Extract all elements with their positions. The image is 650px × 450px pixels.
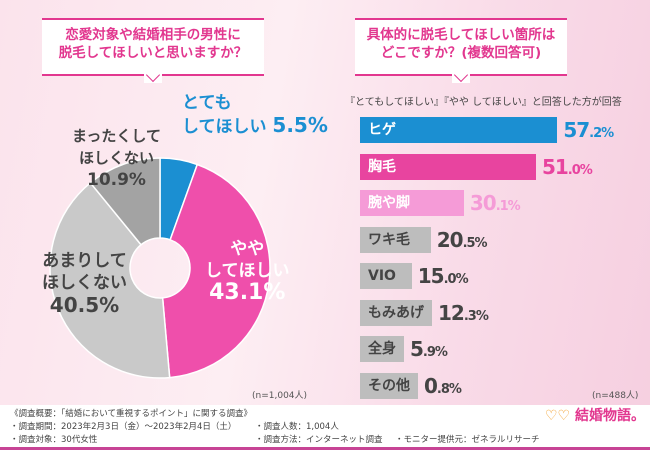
bar-value-label: 57.2% [563,118,614,142]
bar-3: ワキ毛 [360,226,431,253]
sample-size-left: (n=1,004人) [252,391,308,401]
donut-slice-somewhat [161,163,271,379]
slice-label-very: とても してほしい 5.5% [182,93,328,137]
bar-value-label: 51.0% [541,154,593,179]
brand-logo: ♡♡ 結婚物語。 [545,408,645,424]
survey-target: ・調査対象：30代女性 [10,435,98,445]
bar-6: 全身 [360,336,404,362]
slice-label-not-much: あまりして ほしくない 40.5% [42,251,127,317]
survey-method: ・調査方法：インターネット調査 [255,435,383,445]
bar-value-label: 20.5% [436,227,488,252]
slice-label-not-at-all: まったくして ほしくない 10.9% [72,127,161,190]
sample-size-right: (n=488人) [592,391,639,401]
bar-value-label: 0.8% [424,373,462,398]
question-line: 恋愛対象や結婚相手の男性に [65,27,241,43]
question-line: どこですか？(複数回答可) [380,45,542,61]
bar-value-label: 15.0% [417,264,469,288]
question-box-left: 恋愛対象や結婚相手の男性に 脱毛してほしいと思いますか？ [42,18,264,83]
footer: 《調査概要：「結婚において重視するポイント」に関する調査》 ・調査期間：2023… [0,405,650,450]
survey-count: ・調査人数：1,004人 [255,422,339,432]
bar-1: 胸毛 [360,153,536,180]
slice-label-somewhat: やや してほしい 43.1% [205,239,290,305]
donut-slice-not-much [49,181,171,379]
bar-7: その他 [360,372,418,399]
bar-5: もみあげ [360,299,432,326]
chart-subtitle: 『とてもしてほしい』『やや してほしい』と回答した方が回答 [345,97,622,108]
bar-value-label: 30.1% [469,191,521,215]
heart-icon: ♡♡ [545,408,571,424]
donut-slice-not-at-all [89,157,161,246]
question-box-right: 具体的に脱毛してほしい箇所は どこですか？(複数回答可) [355,18,567,83]
bar-value-label: 5.9% [410,337,448,361]
bar-4: VIO [360,263,412,289]
survey-period: ・調査期間：2023年2月3日（金）～2023年2月4日（土） [10,422,237,432]
question-line: 具体的に脱毛してほしい箇所は [366,27,556,43]
survey-provider: ・モニター提供元：ゼネラルリサーチ [395,435,540,445]
chevron-down-icon [452,74,470,83]
chevron-down-icon [144,74,162,83]
survey-title: 《調査概要：「結婚において重視するポイント」に関する調査》 [10,409,252,419]
question-line: 脱毛してほしいと思いますか？ [58,45,248,61]
bar-2: 腕や脚 [360,190,464,216]
bar-0: ヒゲ [360,117,558,143]
bar-value-label: 12.3% [438,300,489,325]
